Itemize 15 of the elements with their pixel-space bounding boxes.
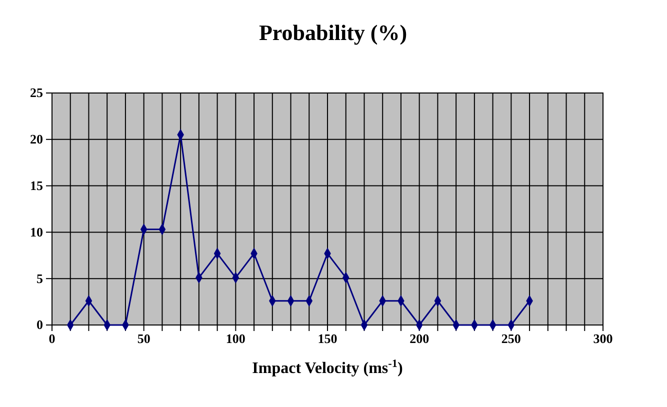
y-tick-label: 10 [30,224,43,240]
y-tick-label: 0 [36,317,43,332]
x-tick-label: 0 [48,331,56,346]
x-tick-label: 200 [410,331,430,346]
x-tick-label: 150 [318,331,338,346]
y-tick-label: 15 [30,178,44,193]
x-tick-label: 100 [226,331,246,346]
x-axis-title: Impact Velocity (ms$^{-1}$) [252,358,403,377]
y-tick-label: 20 [30,132,43,147]
chart-title: Probability (%) [258,20,408,45]
x-tick-label: 300 [593,331,613,346]
x-tick-label: 250 [501,331,521,346]
x-tick-label: 50 [137,331,150,346]
y-tick-label: 25 [30,85,44,100]
y-tick-label: 5 [36,270,44,286]
